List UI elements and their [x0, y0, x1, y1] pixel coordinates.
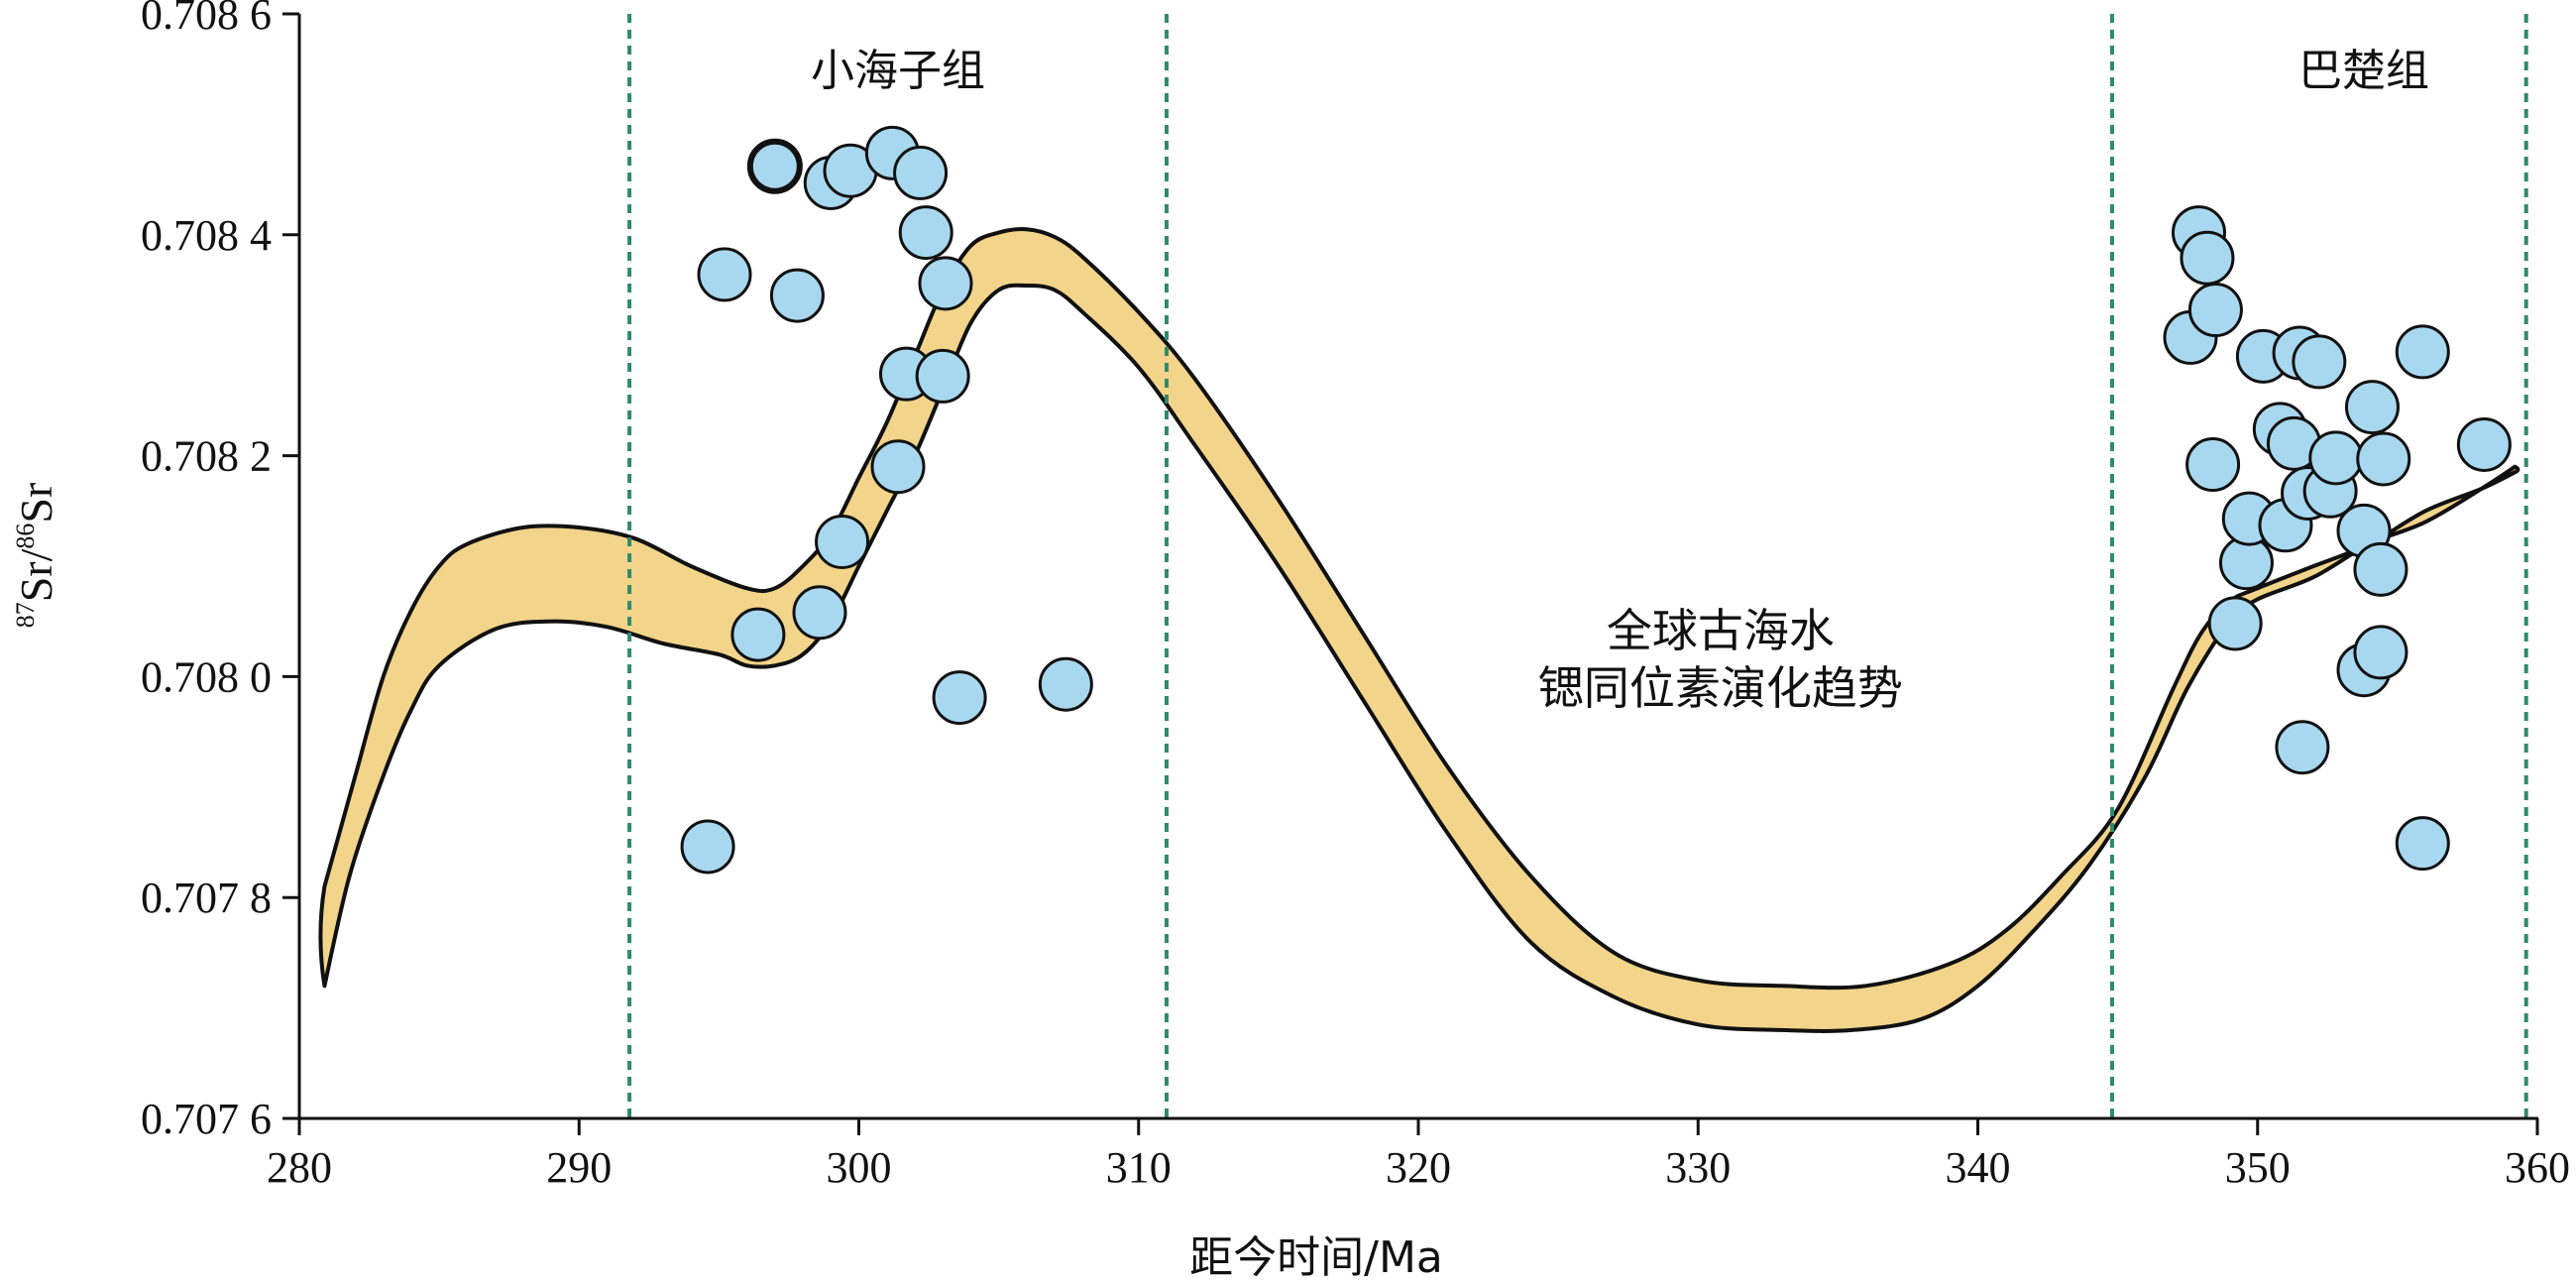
data-point: [2308, 430, 2364, 486]
data-point: [769, 268, 825, 323]
y-axis-label-sr: Sr/: [11, 548, 61, 602]
x-tick-label: 280: [267, 1143, 332, 1192]
x-tick-label: 340: [1946, 1143, 2011, 1192]
y-tick-label: 0.708 6: [141, 0, 272, 39]
data-point: [918, 256, 973, 311]
x-tick-label: 320: [1386, 1143, 1451, 1192]
curve-label-line-2: 锶同位素演化趋势: [1538, 661, 1903, 715]
data-point: [2292, 334, 2347, 390]
axes: 0.707 6 0.707 8 0.708 0 0.708 2 0.708 4 0.708…: [141, 0, 2570, 1192]
y-tick-label: 0.707 8: [141, 874, 272, 922]
data-point: [2353, 541, 2408, 597]
data-point: [898, 205, 953, 261]
data-point: [2187, 283, 2243, 338]
y-axis-label-sr-2: Sr: [11, 483, 61, 524]
data-point: [697, 247, 752, 302]
y-axis-label-sup-86: 86: [11, 524, 40, 549]
data-point: [2395, 324, 2450, 380]
x-tick-label: 330: [1665, 1143, 1731, 1192]
data-point: [932, 670, 987, 726]
x-axis-label: 距今时间/Ma: [1189, 1232, 1443, 1283]
x-tick-label: 350: [2225, 1143, 2291, 1192]
curve-label-line-1: 全球古海水: [1607, 604, 1835, 657]
data-point: [730, 607, 786, 662]
data-point: [870, 439, 926, 495]
data-point: [2185, 437, 2241, 493]
data-point: [2207, 596, 2263, 651]
data-point: [893, 145, 949, 200]
data-point: [2395, 816, 2450, 872]
x-tick-label: 360: [2505, 1143, 2570, 1192]
x-tick-label: 310: [1106, 1143, 1172, 1192]
formation-label-bachu: 巴楚组: [2298, 46, 2429, 96]
formation-boundary-layer: [627, 14, 2528, 1118]
y-tick-label: 0.708 4: [141, 211, 272, 260]
data-point: [2356, 431, 2411, 487]
highlighted-data-point: [746, 138, 803, 194]
x-tick-label: 300: [827, 1143, 892, 1192]
data-point: [2275, 720, 2330, 775]
x-ticks: 280 290 300 310 320 330 340 350 360: [267, 1118, 2570, 1192]
data-point: [2456, 416, 2512, 472]
data-point: [1038, 656, 1093, 712]
data-point: [815, 514, 870, 569]
data-point: [2344, 380, 2400, 435]
y-axis-label-sup-87: 87: [11, 602, 40, 628]
formation-label-xiaohaizi: 小海子组: [811, 46, 985, 96]
x-tick-label: 290: [546, 1143, 612, 1192]
data-points-layer: [680, 125, 2512, 875]
data-point: [680, 819, 735, 875]
y-tick-label: 0.707 6: [141, 1095, 272, 1143]
y-axis-label: 87Sr/86Sr: [11, 483, 61, 629]
data-point: [2353, 625, 2408, 680]
y-tick-label: 0.708 0: [141, 652, 272, 701]
data-point: [915, 348, 970, 404]
data-point: [2180, 230, 2235, 286]
data-point: [792, 585, 847, 641]
y-tick-label: 0.708 2: [141, 432, 272, 481]
y-ticks: 0.707 6 0.707 8 0.708 0 0.708 2 0.708 4 0.708…: [141, 0, 299, 1143]
annotation-labels: 小海子组 巴楚组 全球古海水 锶同位素演化趋势: [811, 46, 2429, 715]
